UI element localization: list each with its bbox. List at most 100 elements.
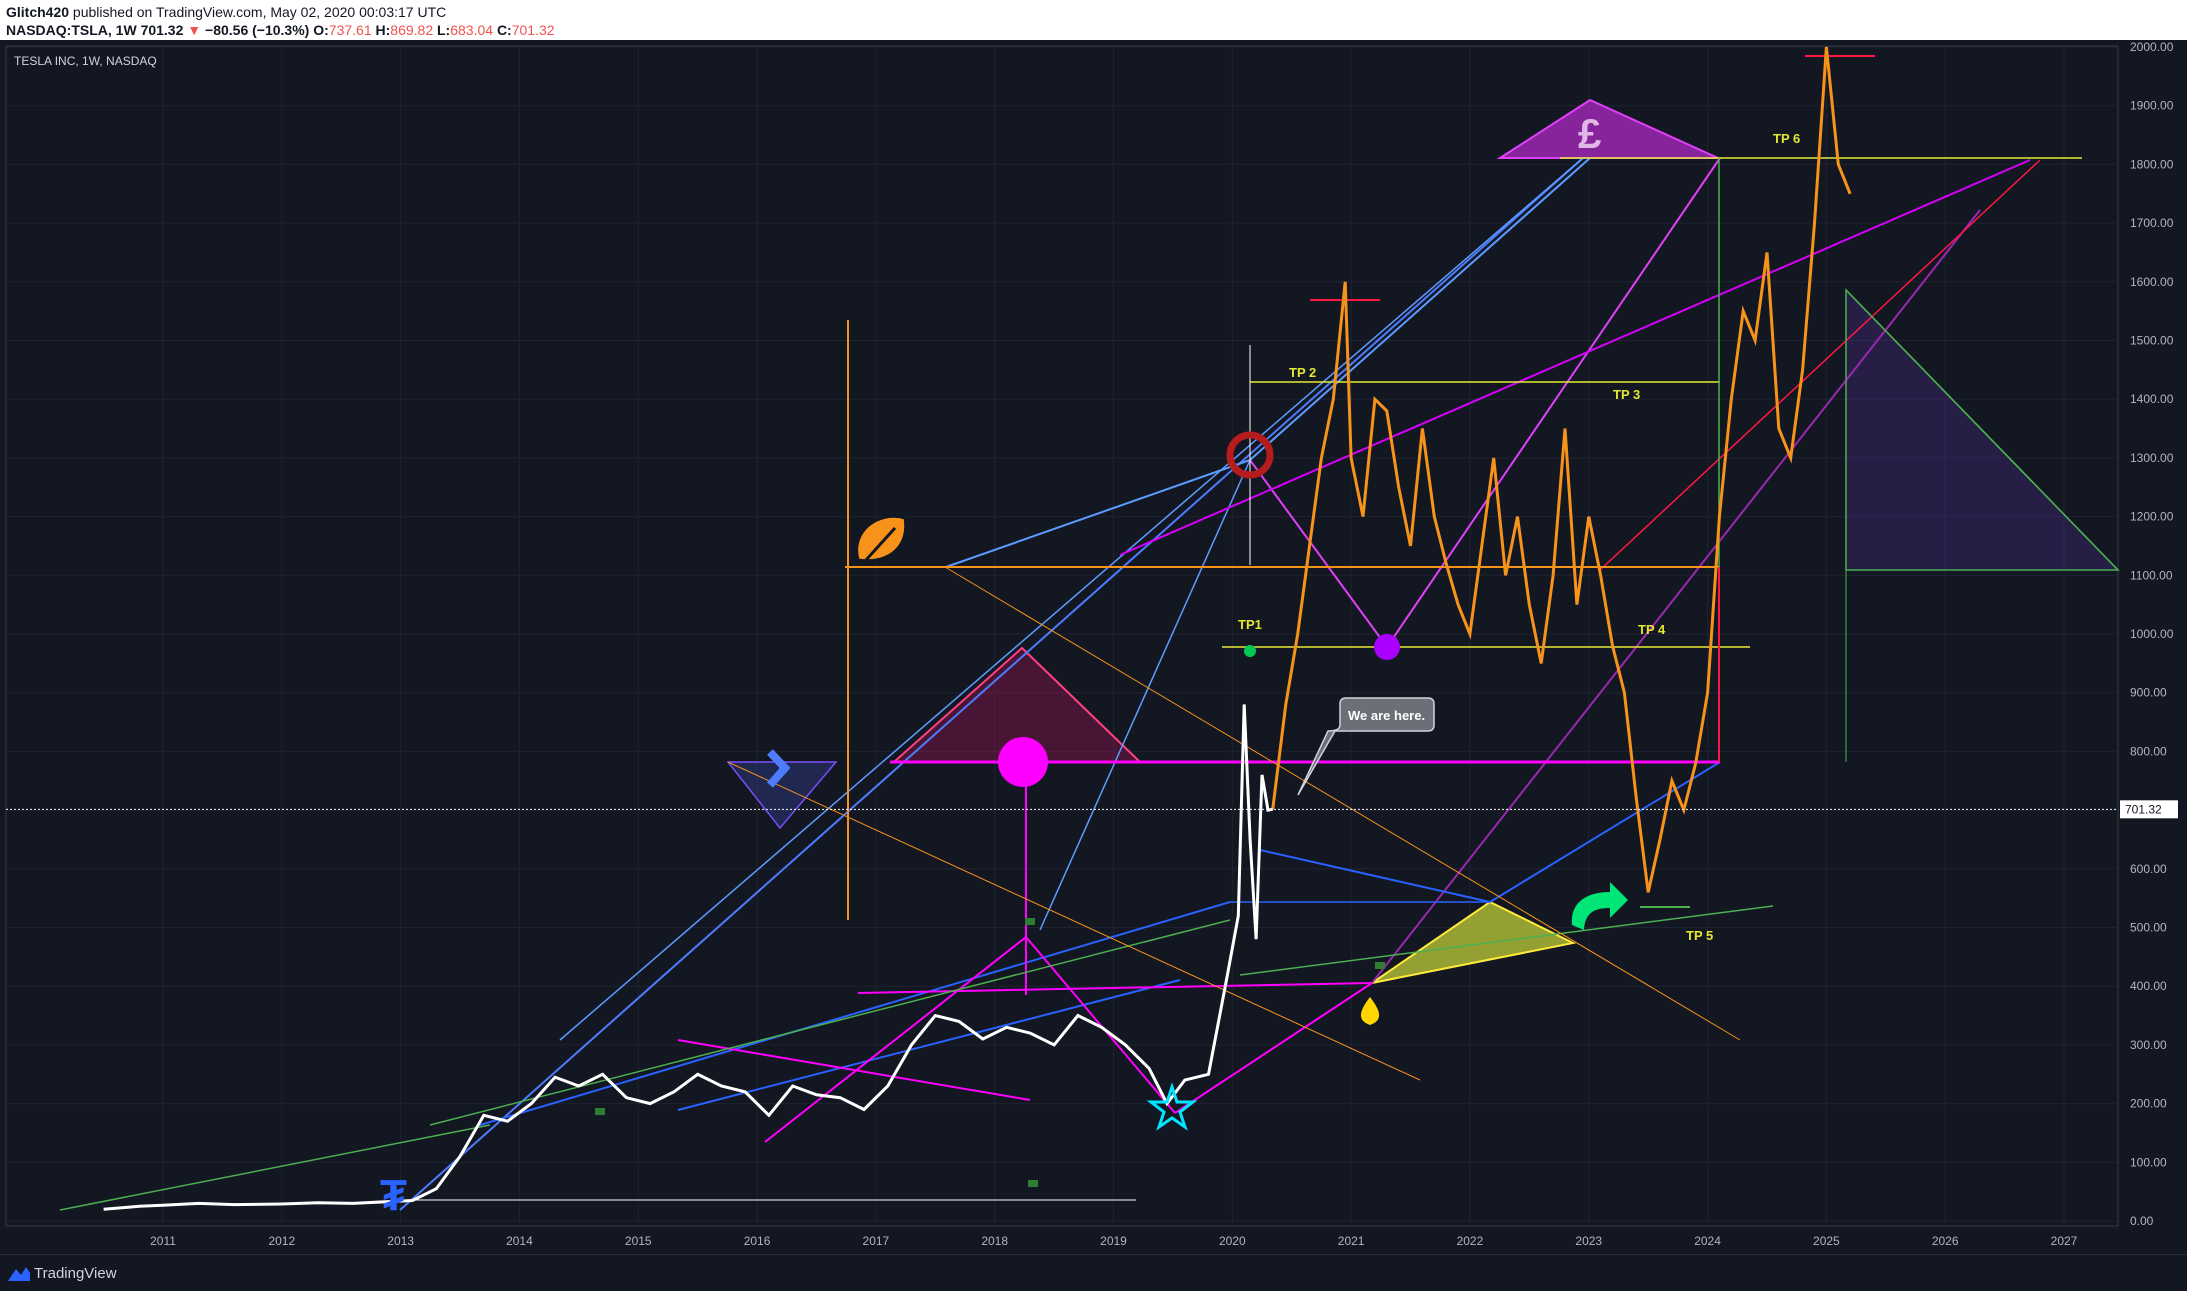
trend-line-blue-9 [1259,849,1491,903]
trend-line-magenta-7 [1174,982,1373,1114]
trend-line-blue-4 [1249,157,1591,461]
trend-line-blue-2 [559,157,1584,1041]
x-tick-label: 2026 [1932,1234,1959,1248]
trend-line-purple-1 [1371,209,1981,984]
tp6-label: TP 6 [1773,131,1800,146]
published-text: published on TradingView.com, May 02, 20… [69,4,447,20]
trend-line-blue-5 [1039,459,1251,931]
trend-line-orange-2 [727,761,1421,1081]
trend-line-blue-10 [1489,761,1721,903]
publication-line: Glitch420 published on TradingView.com, … [6,4,446,20]
callout-text: We are here. [1348,708,1425,723]
flag-icon-3 [1028,1180,1038,1187]
trend-line-orange-1 [944,566,1741,1041]
low-label: L: [437,22,451,38]
drawings-layer [59,55,2120,1211]
y-tick-label: 1500.00 [2130,334,2174,348]
tradingview-logo-icon[interactable] [8,1265,30,1281]
close-value: 701.32 [511,22,555,38]
x-tick-label: 2016 [744,1234,771,1248]
trend-line-magenta-6 [857,982,1373,994]
x-tick-label: 2027 [2051,1234,2078,1248]
trend-line-magenta-2 [1386,157,1721,648]
plot-frame [5,45,2119,1227]
x-tick-label: 2015 [625,1234,652,1248]
trend-line-blue-3 [945,459,1251,568]
y-tick-label: 500.00 [2130,921,2167,935]
y-tick-label: 1100.00 [2130,568,2173,582]
chevron-right-icon [767,749,791,788]
x-tick-label: 2018 [981,1234,1008,1248]
open-label: O: [313,22,329,38]
trend-line-magenta-5 [1025,936,1176,1114]
trend-line-green-1 [1239,905,1774,976]
purple-dot-icon [1374,634,1400,660]
y-tick-label: 0.00 [2130,1214,2154,1228]
y-tick-label: 600.00 [2130,862,2167,876]
y-tick-label: 800.00 [2130,744,2167,758]
pattern-triangle-top[interactable] [1496,98,1719,159]
x-tick-label: 2021 [1338,1234,1365,1248]
y-tick-label: 1800.00 [2130,157,2174,171]
star-icon [1146,1082,1198,1131]
y-tick-label: 200.00 [2130,1097,2167,1111]
price-series-history[interactable] [103,704,1273,1211]
trend-line-purple-2 [1119,159,2031,556]
price-axis[interactable]: 0.00 100.00 200.00 300.00 400.00 500.00 600.00… [2130,40,2174,1228]
tether-icon: ₮ [380,1171,407,1220]
check-circle-icon [1244,645,1256,657]
y-tick-label: 1200.00 [2130,510,2174,524]
y-tick-label: 300.00 [2130,1038,2167,1052]
flag-icon-4 [595,1108,605,1115]
low-value: 683.04 [450,22,494,38]
tp4-label: TP 4 [1638,622,1666,637]
grid [6,46,2118,1226]
chart-canvas[interactable]: £ ₮ TP1 TP 2 TP 3 TP 4 TP 5 TP 6 We are … [0,40,2187,1254]
x-tick-label: 2014 [506,1234,533,1248]
down-arrow-icon: ▼ [187,22,202,38]
x-tick-label: 2012 [268,1234,295,1248]
x-tick-label: 2011 [150,1234,176,1248]
x-tick-label: 2023 [1575,1234,1602,1248]
high-value: 869.82 [390,22,434,38]
drop-icon [1360,997,1380,1025]
flag-icon-1 [1025,918,1035,925]
time-axis[interactable]: 2011 2012 2013 2014 2015 2016 2017 2018 2019 2020… [150,1234,2078,1248]
trend-line-blue-7 [479,901,1231,1126]
high-label: H: [375,22,391,38]
trend-line-magenta-1 [1249,459,1388,648]
icons-layer: £ ₮ [380,110,1628,1220]
tp3-label: TP 3 [1613,387,1640,402]
magenta-circle-icon [998,737,1048,787]
trend-line-magenta-4 [764,936,1027,1143]
publication-header: Glitch420 published on TradingView.com, … [0,0,2187,40]
symbol-ohlc-line: NASDAQ:TSLA, 1W 701.32 ▼ −80.56 (−10.3%)… [6,22,555,38]
tp1-label: TP1 [1238,617,1262,632]
publisher-name[interactable]: Glitch420 [6,4,70,20]
last-price-badge: 701.32 [2120,800,2178,819]
open-value: 737.61 [328,22,372,38]
x-tick-label: 2013 [387,1234,414,1248]
trend-line-red [1599,159,2041,571]
last-price: 701.32 [140,22,184,38]
x-tick-label: 2025 [1813,1234,1840,1248]
legend-title: TESLA INC, 1W, NASDAQ [14,54,157,68]
y-tick-label: 2000.00 [2130,40,2174,54]
tradingview-brand[interactable]: TradingView [34,1265,117,1282]
trend-line-green-3 [429,919,1231,1126]
target-ring-icon [1226,431,1274,479]
x-tick-label: 2022 [1457,1234,1484,1248]
symbol-line: NASDAQ:TSLA, 1W [6,22,137,38]
trend-line-green-2 [59,1124,491,1211]
pattern-triangle-yellow[interactable] [1371,900,1577,984]
price-series-projection[interactable] [1271,46,1852,893]
tp2-label: TP 2 [1289,365,1316,380]
leaf-icon [855,514,908,563]
last-price-badge-text: 701.32 [2125,802,2162,816]
footer: TradingView [0,1254,2187,1291]
trend-line-green-4 [1845,289,2119,571]
curved-arrow-icon [1571,882,1628,930]
callout-we-are-here[interactable]: We are here. [1297,697,1435,796]
x-tick-label: 2024 [1694,1234,1721,1248]
trend-line-blue-6 [677,979,1181,1111]
